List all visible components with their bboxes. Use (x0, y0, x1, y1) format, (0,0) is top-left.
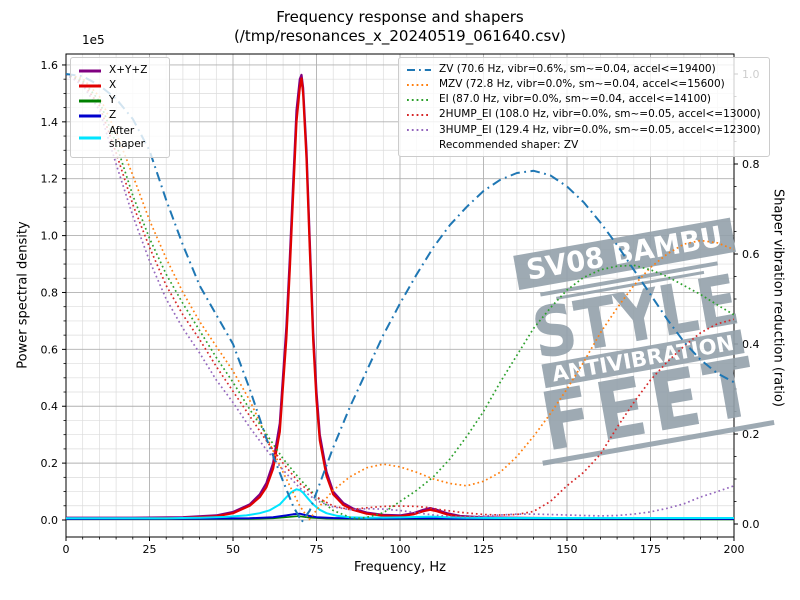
legend-label: X (109, 79, 117, 92)
legend-item: After shaper (78, 125, 161, 151)
chart-subtitle: (/tmp/resonances_x_20240519_061640.csv) (233, 27, 567, 45)
y-left-tick-label: 0.8 (41, 286, 59, 299)
legend-line-icon (79, 136, 101, 140)
legend-label: 3HUMP_EI (129.4 Hz, vibr=0.0%, sm~=0.05,… (439, 123, 761, 136)
legend-line-icon (407, 83, 431, 86)
y-right-tick-label: 0.0 (742, 518, 760, 531)
legend-label: Z (109, 109, 117, 122)
y-axis-offset-text: 1e5 (82, 33, 105, 47)
chart-title: Frequency response and shapers (276, 8, 524, 26)
legend-item: 2HUMP_EI (108.0 Hz, vibr=0.0%, sm~=0.05,… (406, 108, 761, 121)
legend-label: 2HUMP_EI (108.0 Hz, vibr=0.0%, sm~=0.05,… (439, 108, 761, 121)
x-tick-label: 25 (143, 543, 157, 556)
y-right-tick-label: 0.4 (742, 338, 760, 351)
legend-shapers: ZV (70.6 Hz, vibr=0.6%, sm~=0.04, accel<… (398, 57, 770, 157)
x-tick-label: 125 (473, 543, 494, 556)
legend-label: After shaper (109, 124, 146, 150)
legend-item: 3HUMP_EI (129.4 Hz, vibr=0.0%, sm~=0.05,… (406, 124, 761, 137)
legend-item: Y (78, 94, 161, 107)
y-right-tick-label: 0.8 (742, 158, 760, 171)
legend-label: X+Y+Z (109, 64, 148, 76)
y-left-tick-label: 1.4 (41, 116, 59, 129)
legend-line-icon (79, 114, 101, 118)
legend-line-icon (407, 98, 431, 101)
legend-line-icon (407, 68, 431, 71)
x-tick-label: 100 (390, 543, 411, 556)
x-tick-label: 50 (226, 543, 240, 556)
y-left-tick-label: 1.6 (41, 59, 59, 72)
legend-item: X+Y+Z (78, 64, 161, 77)
legend-item: Z (78, 109, 161, 122)
x-tick-label: 150 (557, 543, 578, 556)
y-left-tick-label: 1.2 (41, 173, 59, 186)
y-right-tick-label: 0.6 (742, 248, 760, 261)
legend-psd: X+Y+Z X Y Z After shaper (70, 57, 170, 158)
y-left-tick-label: 0.0 (41, 514, 59, 527)
legend-item: X (78, 79, 161, 92)
y-right-tick-label: 0.2 (742, 428, 760, 441)
y-left-tick-label: 0.6 (41, 343, 59, 356)
legend-item: EI (87.0 Hz, vibr=0.0%, sm~=0.04, accel<… (406, 93, 761, 106)
legend-recommended-shaper: Recommended shaper: ZV (439, 138, 579, 151)
x-tick-label: 0 (63, 543, 70, 556)
legend-line-icon (79, 69, 101, 73)
x-axis-label: Frequency, Hz (353, 560, 447, 575)
x-tick-label: 75 (310, 543, 324, 556)
legend-line-icon (407, 113, 431, 116)
y-left-tick-label: 1.0 (41, 230, 59, 243)
legend-line-icon (79, 99, 101, 103)
legend-item: MZV (72.8 Hz, vibr=0.0%, sm~=0.04, accel… (406, 78, 761, 91)
legend-line-icon (407, 129, 431, 132)
x-tick-label: 175 (640, 543, 661, 556)
legend-item: ZV (70.6 Hz, vibr=0.6%, sm~=0.04, accel<… (406, 63, 761, 76)
y-left-tick-label: 0.4 (41, 400, 59, 413)
y-left-tick-label: 0.2 (41, 457, 59, 470)
legend-label: EI (87.0 Hz, vibr=0.0%, sm~=0.04, accel<… (439, 93, 712, 106)
legend-label: Y (109, 94, 116, 107)
legend-line-icon (79, 84, 101, 88)
x-tick-label: 200 (724, 543, 745, 556)
legend-label: MZV (72.8 Hz, vibr=0.0%, sm~=0.04, accel… (439, 78, 725, 91)
legend-label: ZV (70.6 Hz, vibr=0.6%, sm~=0.04, accel<… (439, 63, 716, 75)
